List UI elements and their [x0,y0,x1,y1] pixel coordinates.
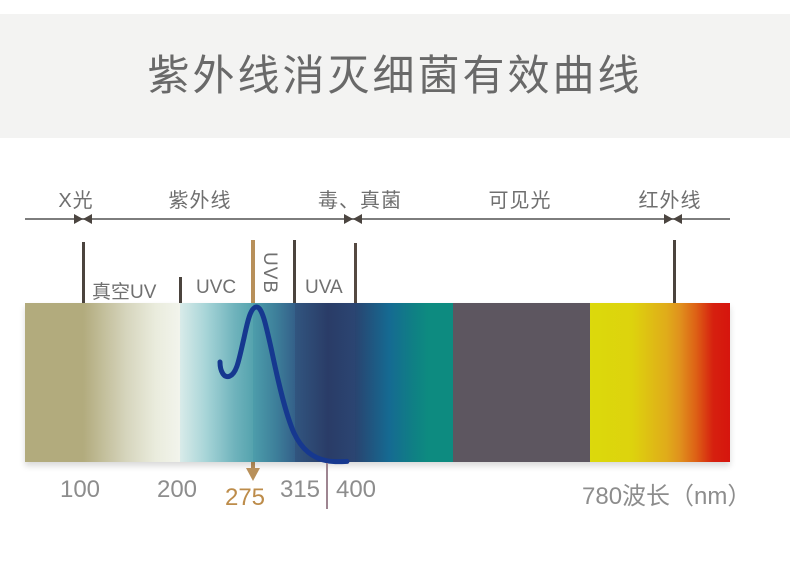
tick-200: 200 [156,476,198,503]
spectrum-segment-xray [25,303,83,462]
spectrum-segment-germ-teal [355,303,453,462]
spectrum-band [25,303,730,462]
axis-boundary-marker-100nm [74,214,92,224]
arrow-right-icon [664,214,673,224]
region-label-visible: 可见光 [488,190,552,212]
spectrum-segment-visible [453,303,590,462]
tick-315: 315 [279,476,321,503]
arrow-right-icon [344,214,353,224]
page-title: 紫外线消灭细菌有效曲线 [147,52,643,99]
tick-275-highlight: 275 [224,484,266,511]
band-label-uva: UVA [305,277,343,298]
band-label-uvb: UVB [259,252,280,295]
region-label-infrared: 红外线 [638,190,702,212]
arrow-left-icon [353,214,362,224]
band-label-uvc: UVC [196,277,237,298]
spectrum-segment-uvb [253,303,295,462]
header-strip: 紫外线消灭细菌有效曲线 [0,14,790,138]
spectrum-segment-vacuum-uv [83,303,180,462]
tick-divider-315-400 [326,463,328,509]
arrow-right-icon [74,214,83,224]
spectrum-segment-uvc [180,303,253,462]
arrow-left-icon [83,214,92,224]
region-label-germ: 毒、真菌 [318,190,402,212]
spectrum-axis-line [25,218,730,220]
spectrum-segment-uva [295,303,355,462]
arrow-down-icon-275nm [246,468,260,481]
tick-780-and-axis-unit: 780波长（nm） [582,483,752,510]
region-label-xray: X光 [58,190,94,212]
tick-400: 400 [335,476,377,503]
tick-100: 100 [59,476,101,503]
axis-boundary-marker-780nm [664,214,682,224]
axis-boundary-marker-400nm [344,214,362,224]
region-label-uv: 紫外线 [168,190,232,212]
arrow-left-icon [673,214,682,224]
band-label-vacuum-uv: 真空UV [92,282,157,303]
spectrum-segment-yellow-red [590,303,730,462]
